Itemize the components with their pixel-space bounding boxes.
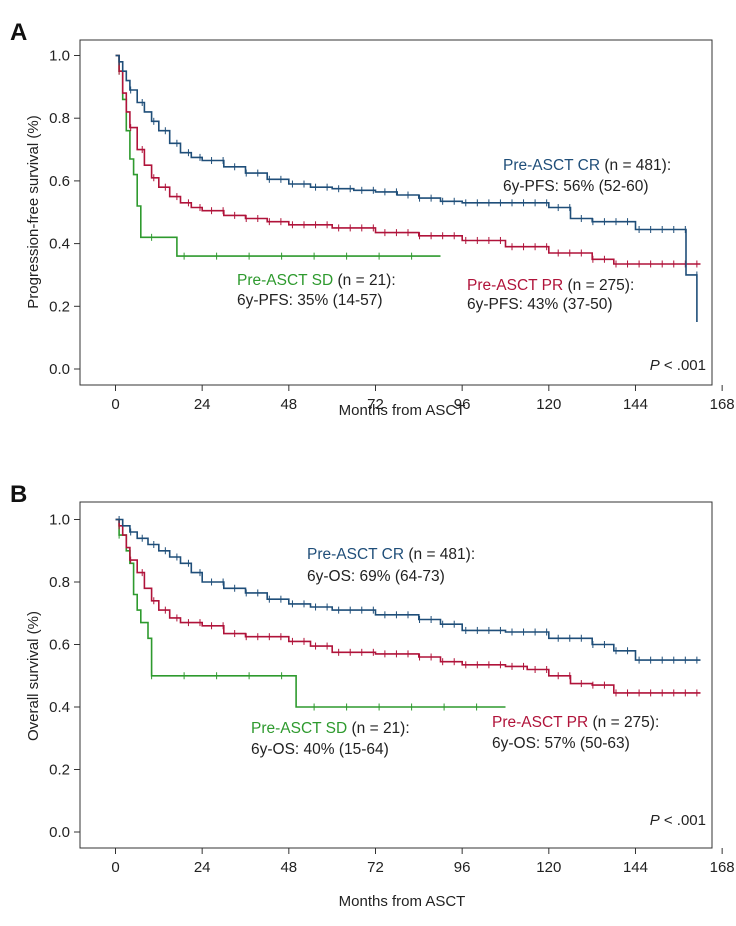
censor-marks-cr [118,516,698,664]
series-label-cr: Pre-ASCT CR (n = 481): [503,157,671,174]
y-tick-label: 0.6 [49,637,70,654]
y-tick-label: 0.2 [49,298,70,315]
y-tick-label: 0.4 [49,699,70,716]
y-axis-title: Overall survival (%) [25,611,42,741]
x-tick-label: 120 [536,859,561,876]
x-tick-label: 72 [367,859,384,876]
x-tick-label: 48 [280,396,297,413]
censor-marks-sd [118,67,413,260]
series-summary-sd: 6y-PFS: 35% (14-57) [237,292,383,309]
series-n: (n = 481): [404,546,475,563]
y-tick-label: 1.0 [49,512,70,529]
series-line-cr [115,518,701,661]
series-group-name: Pre-ASCT CR [307,546,404,563]
panel-b: B 0.0 0.2 0.4 0.6 0.8 1.0 0 24 48 72 96 120 144 168 Mon… [10,481,735,910]
series-summary-pr: 6y-PFS: 43% (37-50) [467,296,613,313]
y-tick-label: 0.8 [49,110,70,127]
x-tick-label: 96 [454,396,471,413]
series-n: (n = 481): [600,157,671,174]
p-value-text: < .001 [660,812,706,829]
y-tick-label: 0.8 [49,574,70,591]
panel-letter: A [10,19,27,46]
x-tick-label: 0 [111,859,119,876]
x-tick-label: 144 [623,859,648,876]
censor-marks-cr [118,58,698,279]
y-tick-label: 1.0 [49,48,70,65]
series-summary-pr: 6y-OS: 57% (50-63) [492,735,630,752]
series-summary-sd: 6y-OS: 40% (15-64) [251,741,389,758]
series-n: (n = 21): [347,720,409,737]
series-group-name: Pre-ASCT PR [492,714,588,731]
p-value-text: < .001 [660,357,706,374]
x-tick-label: 144 [623,396,648,413]
x-axis-title: Months from ASCT [339,402,466,419]
p-value: P < .001 [650,812,706,829]
series-n: (n = 21): [333,272,395,289]
series-line-cr [115,54,698,322]
y-tick-label: 0.2 [49,762,70,779]
series-label-cr: Pre-ASCT CR (n = 481): [307,546,475,563]
x-tick-label: 168 [710,859,735,876]
series-line-sd [115,54,441,257]
series-label-sd: Pre-ASCT SD (n = 21): [237,272,396,289]
x-tick-label: 48 [280,859,297,876]
panel-a: A 0.0 0.2 0.4 0.6 0.8 1.0 0 24 48 72 96 120 144 168 Mon… [10,19,735,419]
x-tick-label: 24 [194,396,211,413]
x-tick-label: 168 [710,396,735,413]
series-summary-cr: 6y-PFS: 56% (52-60) [503,178,649,195]
y-tick-label: 0.0 [49,824,70,841]
series-label-pr: Pre-ASCT PR (n = 275): [467,277,634,294]
y-tick-label: 0.0 [49,361,70,378]
x-tick-label: 96 [454,859,471,876]
y-tick-label: 0.6 [49,173,70,190]
series-group-name: Pre-ASCT SD [251,720,347,737]
series-label-pr: Pre-ASCT PR (n = 275): [492,714,659,731]
series-line-pr [115,518,701,694]
p-symbol: P [650,812,660,829]
plot-frame [79,39,713,386]
p-value: P < .001 [650,357,706,374]
panel-letter: B [10,481,27,508]
series-n: (n = 275): [588,714,659,731]
censor-marks-pr [118,522,698,697]
series-label-sd: Pre-ASCT SD (n = 21): [251,720,410,737]
series-group-name: Pre-ASCT PR [467,277,563,294]
x-axis-title: Months from ASCT [339,893,466,910]
y-axis-title: Progression-free survival (%) [25,115,42,308]
series-n: (n = 275): [563,277,634,294]
series-group-name: Pre-ASCT CR [503,157,600,174]
x-tick-label: 24 [194,859,211,876]
censor-marks-sd [118,531,478,711]
y-tick-label: 0.4 [49,236,70,253]
series-group-name: Pre-ASCT SD [237,272,333,289]
x-tick-label: 72 [367,396,384,413]
series-summary-cr: 6y-OS: 69% (64-73) [307,568,445,585]
plot-frame [79,501,713,849]
p-symbol: P [650,357,660,374]
x-tick-label: 0 [111,396,119,413]
censor-marks-pr [118,67,698,268]
x-tick-label: 120 [536,396,561,413]
